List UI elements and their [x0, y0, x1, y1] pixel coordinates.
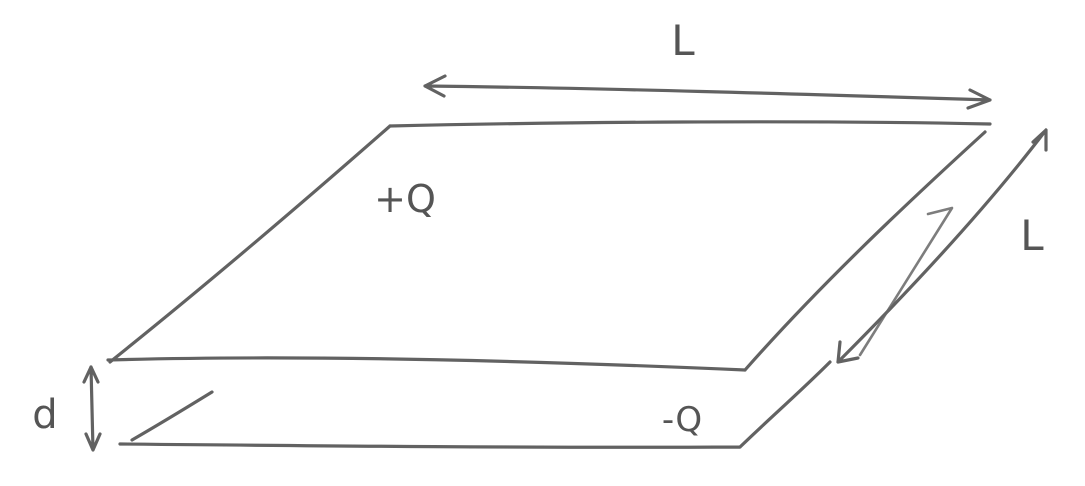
top-length-arrow	[423, 74, 992, 110]
side-length-arrow	[836, 128, 1048, 364]
side-length-label: L	[1020, 211, 1044, 260]
side-scribble	[858, 206, 954, 357]
top-length-label: L	[671, 16, 695, 65]
bottom-charge-label: -Q	[662, 400, 702, 440]
top-charge-label: +Q	[374, 177, 436, 221]
separation-label: d	[32, 392, 57, 438]
top-plate-outline	[106, 120, 992, 372]
bottom-plate-outline	[118, 360, 832, 449]
separation-arrow	[82, 365, 102, 452]
